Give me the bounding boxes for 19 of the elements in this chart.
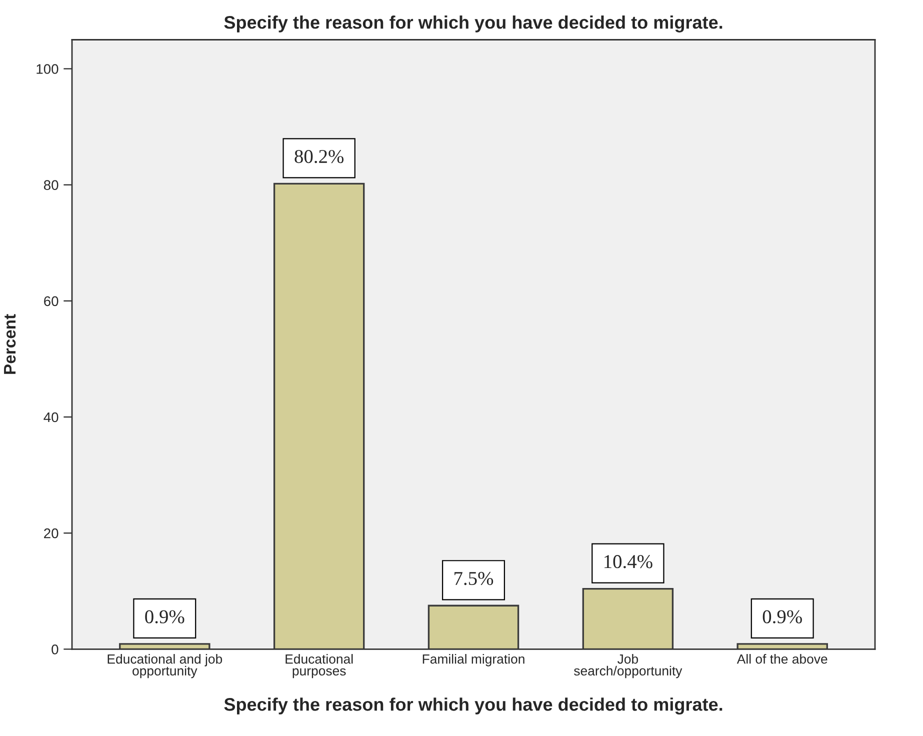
data-label: 7.5% [454, 572, 494, 586]
data-label: 0.9% [145, 610, 184, 624]
data-label: 10.4% [604, 555, 652, 568]
y-tick-label: 20 [44, 528, 58, 538]
y-tick-label: 100 [36, 64, 58, 74]
x-axis-title: Specify the reason for which you have decided to migrate. [224, 698, 722, 714]
data-label: 0.9% [762, 610, 802, 624]
y-tick-label: 80 [44, 180, 58, 190]
x-tick-label: Educational and job opportunity [108, 654, 222, 678]
x-tick-label: Familial migration [422, 654, 524, 666]
x-tick-label: Educational purposes [286, 654, 353, 678]
y-axis-title: Percent [4, 314, 16, 374]
chart-title: Specify the reason for which you have decided to migrate. [224, 16, 722, 32]
data-label: 80.2% [294, 150, 344, 164]
y-tick-label: 40 [44, 412, 58, 422]
x-tick-label: Job search/opportunity [574, 654, 682, 678]
x-tick-label: All of the above [736, 654, 828, 664]
y-tick-label: 0 [52, 644, 58, 654]
y-tick-label: 60 [44, 296, 58, 306]
